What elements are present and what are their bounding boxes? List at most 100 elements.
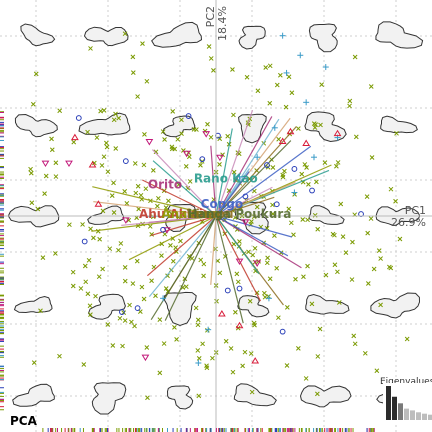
individual-marker bbox=[223, 338, 229, 344]
individual-marker bbox=[276, 315, 281, 321]
variable-arrow bbox=[215, 186, 273, 217]
variable-arrow bbox=[215, 171, 250, 217]
individual-marker bbox=[134, 258, 140, 264]
individual-marker bbox=[368, 84, 374, 89]
individual-marker bbox=[302, 162, 308, 167]
individual-marker bbox=[272, 233, 277, 238]
individual-marker bbox=[43, 173, 49, 179]
individual-marker bbox=[38, 308, 43, 314]
individual-marker bbox=[193, 305, 199, 311]
individual-marker bbox=[166, 198, 171, 204]
point-ahu-akivi bbox=[88, 161, 97, 168]
individual-marker bbox=[91, 235, 96, 241]
individual-marker bbox=[205, 121, 210, 127]
individual-marker bbox=[97, 236, 103, 242]
individual-marker bbox=[248, 351, 254, 356]
individual-marker bbox=[296, 126, 301, 131]
eigenvalues-label: Eigenvalues bbox=[380, 377, 432, 387]
shape-glyph-2-1 bbox=[162, 115, 196, 138]
individual-marker bbox=[157, 317, 163, 322]
individual-marker bbox=[309, 301, 315, 307]
individual-marker bbox=[301, 274, 306, 280]
individual-marker bbox=[170, 109, 176, 114]
pc2-axis-label: PC2 bbox=[204, 6, 217, 27]
individual-marker bbox=[155, 203, 160, 209]
point-congo bbox=[279, 328, 286, 335]
individual-marker bbox=[217, 136, 223, 142]
individual-marker bbox=[237, 239, 242, 244]
individual-marker bbox=[144, 345, 150, 350]
individual-marker bbox=[118, 241, 124, 246]
individual-marker bbox=[149, 278, 154, 284]
individual-marker bbox=[270, 211, 276, 217]
variable-arrow bbox=[215, 126, 297, 217]
individual-marker bbox=[183, 284, 189, 290]
point-orito bbox=[65, 160, 73, 168]
individual-marker bbox=[124, 201, 130, 206]
individual-marker bbox=[86, 257, 92, 263]
individual-marker bbox=[181, 148, 186, 153]
individual-marker bbox=[247, 298, 253, 304]
individual-marker bbox=[352, 54, 358, 60]
individual-marker bbox=[351, 333, 357, 339]
individual-marker bbox=[201, 261, 207, 267]
individual-marker bbox=[140, 41, 145, 46]
individual-marker bbox=[335, 269, 340, 275]
individual-marker bbox=[404, 336, 410, 342]
individual-marker bbox=[153, 149, 159, 155]
individual-marker bbox=[286, 206, 292, 212]
individual-marker bbox=[291, 232, 296, 238]
variable-arrow bbox=[142, 179, 217, 217]
variable-arrow bbox=[215, 145, 312, 217]
individual-marker bbox=[101, 108, 107, 113]
individual-marker bbox=[174, 249, 179, 254]
individual-marker bbox=[141, 162, 147, 168]
individual-marker bbox=[174, 336, 179, 342]
shape-glyph-1-0 bbox=[83, 26, 129, 47]
point-rano-kao bbox=[195, 360, 202, 366]
point-ahu-akivi bbox=[251, 357, 260, 364]
individual-marker bbox=[178, 238, 183, 244]
point-ahu-akivi bbox=[235, 321, 244, 329]
individual-marker bbox=[198, 162, 203, 168]
individual-marker bbox=[113, 111, 118, 117]
individual-marker bbox=[217, 162, 222, 167]
point-orito bbox=[41, 160, 50, 168]
individual-marker bbox=[53, 160, 59, 166]
individual-marker bbox=[201, 273, 206, 279]
individual-marker bbox=[267, 100, 273, 106]
variable-arrow bbox=[215, 215, 302, 269]
individual-marker bbox=[53, 174, 59, 179]
individual-marker bbox=[250, 252, 256, 258]
individual-marker bbox=[234, 271, 240, 277]
individual-marker bbox=[295, 346, 301, 351]
individual-marker bbox=[122, 264, 128, 270]
individual-marker bbox=[274, 265, 280, 271]
individual-marker bbox=[217, 270, 223, 276]
variable-arrow bbox=[210, 145, 217, 217]
individual-marker bbox=[230, 369, 236, 375]
individual-marker bbox=[368, 216, 374, 221]
individual-marker bbox=[196, 356, 202, 361]
individual-marker bbox=[103, 140, 109, 146]
variable-arrow bbox=[148, 215, 217, 297]
shape-glyph-1-4 bbox=[91, 382, 127, 415]
individual-marker bbox=[323, 272, 329, 278]
individual-marker bbox=[82, 263, 88, 269]
individual-marker bbox=[122, 318, 128, 323]
individual-marker bbox=[105, 322, 111, 327]
individual-marker bbox=[67, 222, 72, 228]
individual-marker bbox=[116, 247, 121, 253]
point-rano-kao bbox=[236, 173, 243, 180]
individual-marker bbox=[130, 70, 136, 75]
individual-marker bbox=[173, 245, 179, 250]
point-orito bbox=[182, 150, 191, 158]
individual-marker bbox=[85, 291, 91, 297]
point-rano-kao bbox=[322, 64, 329, 71]
variable-arrow bbox=[215, 140, 292, 217]
individual-marker bbox=[350, 239, 355, 245]
individual-marker bbox=[319, 82, 325, 87]
individual-marker bbox=[276, 136, 282, 142]
